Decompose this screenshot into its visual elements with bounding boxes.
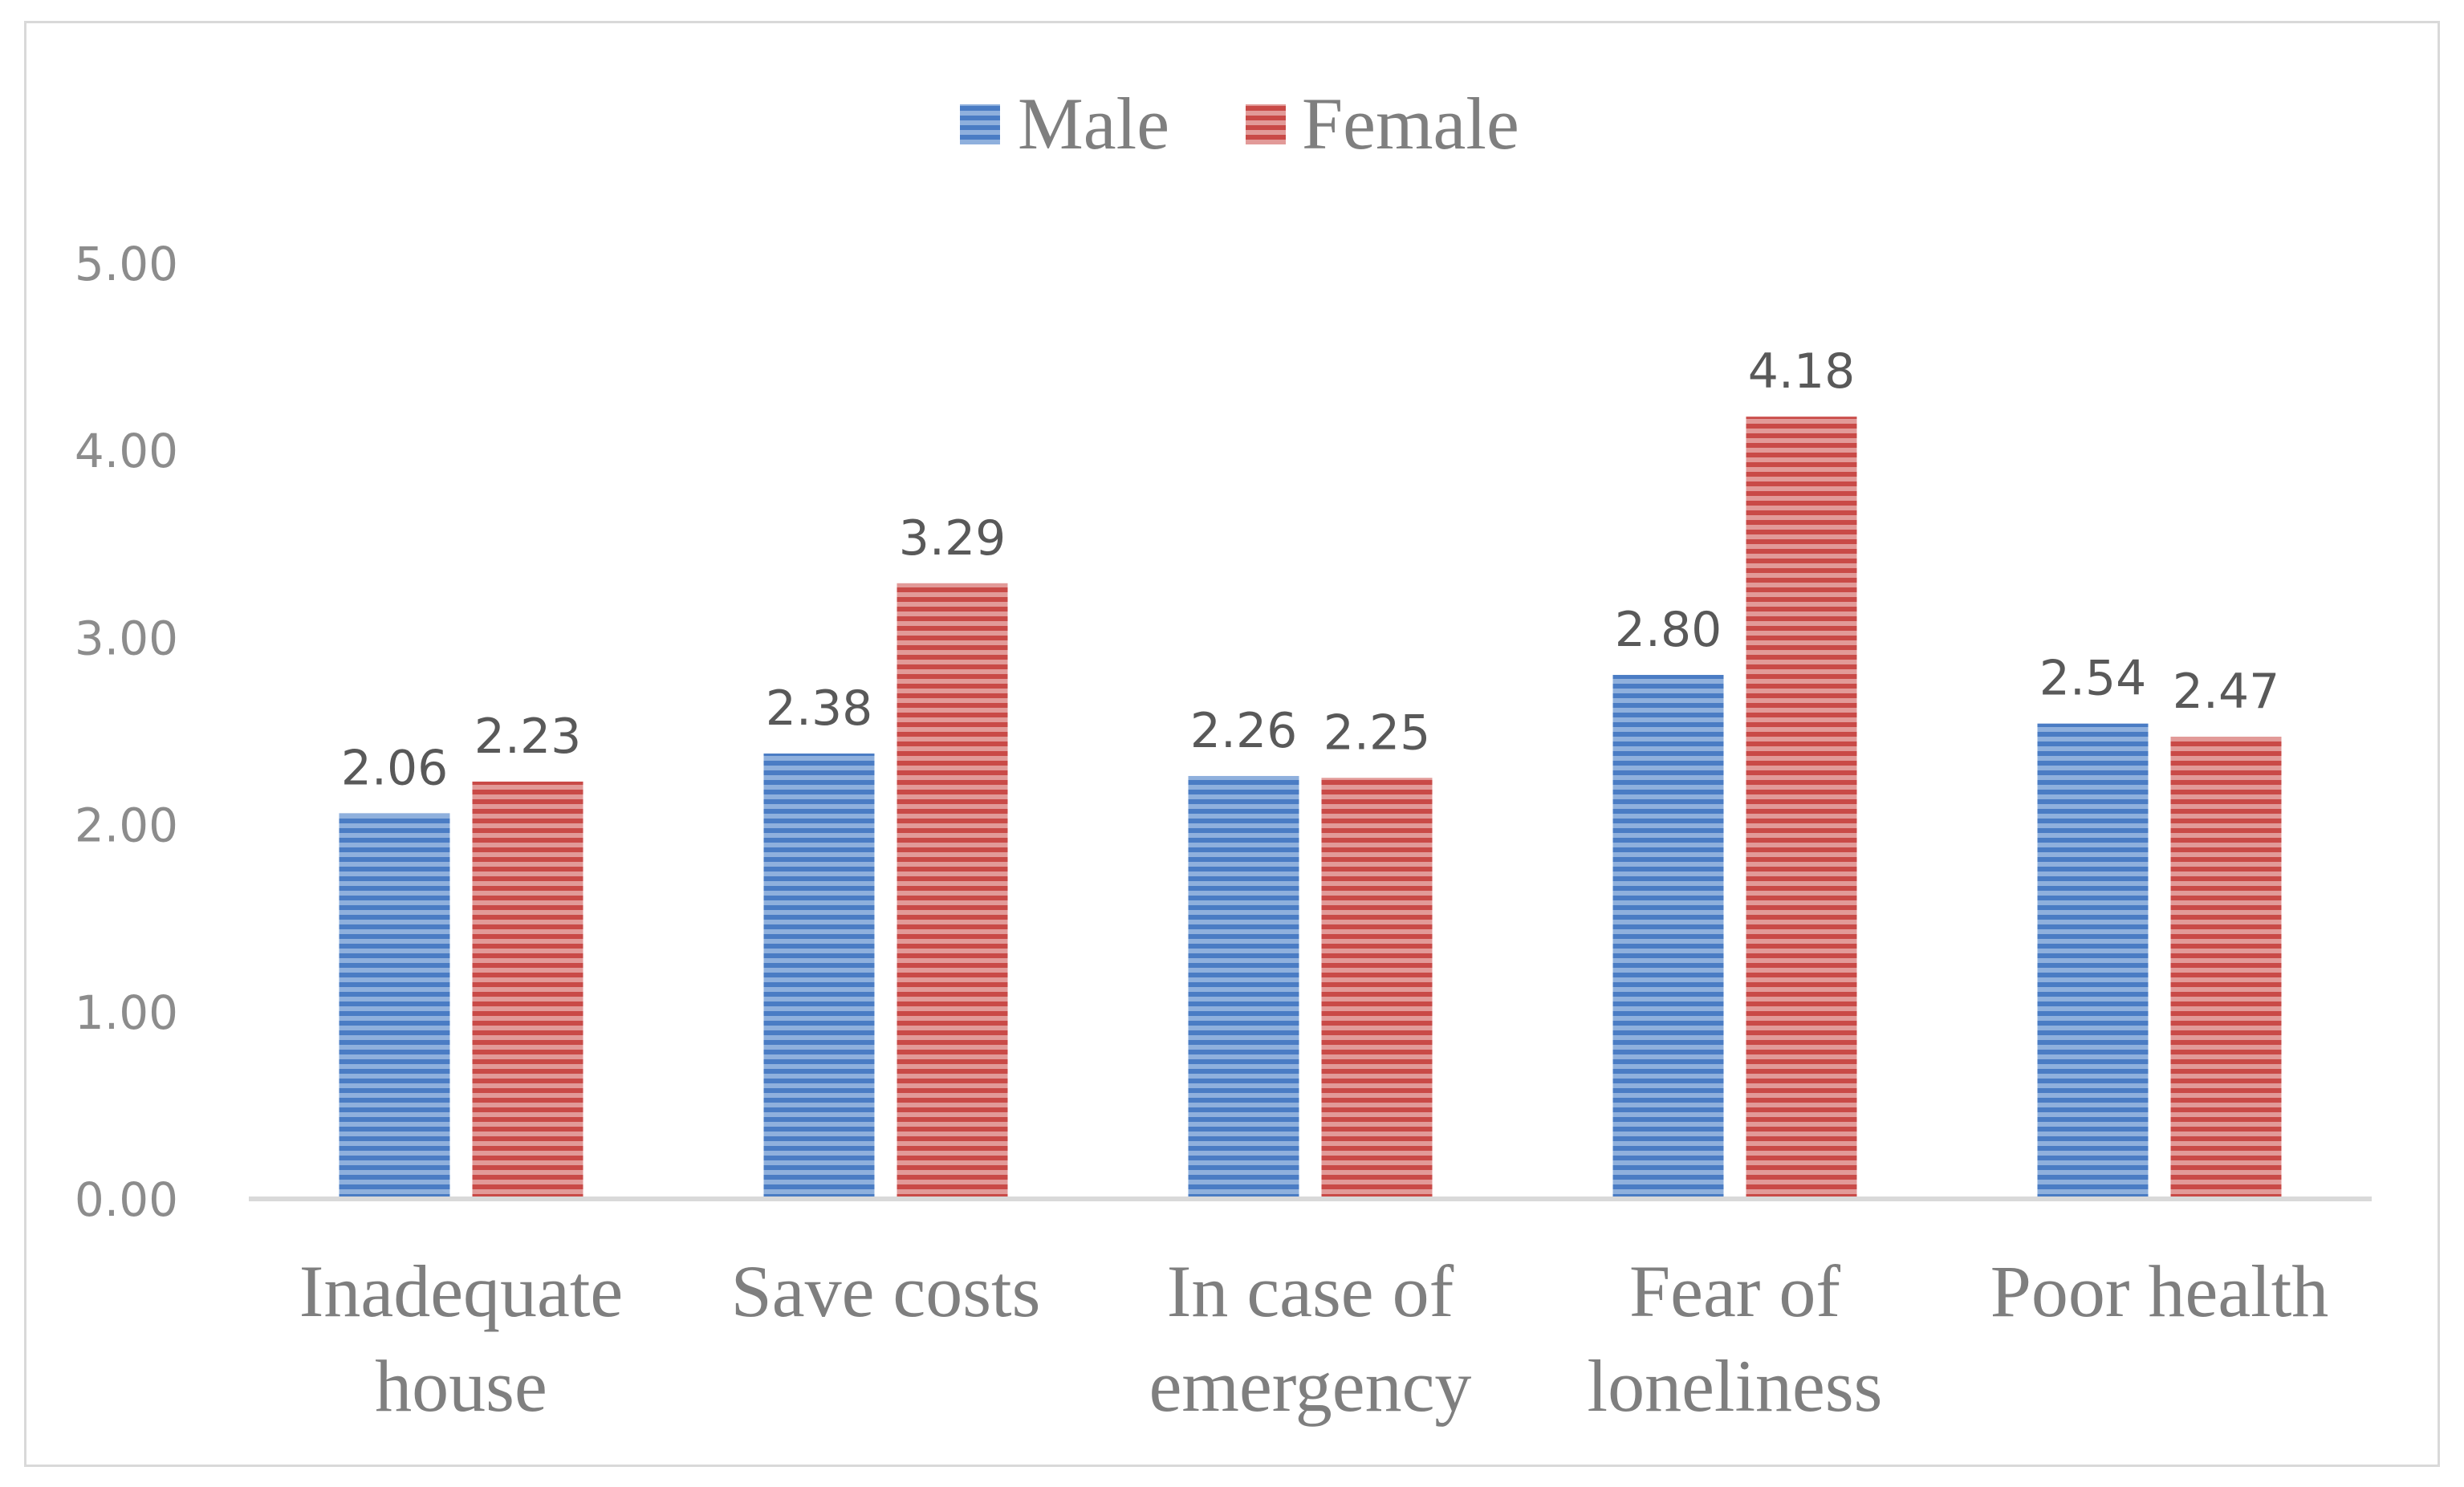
y-tick-label: 1.00 (75, 985, 178, 1040)
y-tick-label: 5.00 (75, 237, 178, 291)
category-label: emergency (1149, 1345, 1472, 1427)
chart-frame (24, 21, 2440, 1467)
data-label-female: 2.25 (1323, 705, 1431, 761)
bar-female (1321, 778, 1433, 1199)
bar-female (1746, 416, 1857, 1199)
bar-female (2170, 736, 2282, 1199)
category-label: house (375, 1345, 547, 1427)
category-label: Poor health (1990, 1250, 2329, 1332)
y-tick-label: 0.00 (75, 1172, 178, 1227)
data-label-female: 2.23 (474, 709, 582, 765)
bar-male (1188, 775, 1299, 1199)
data-label-male: 2.38 (766, 681, 873, 737)
y-tick-label: 2.00 (75, 798, 178, 853)
bars (339, 416, 2282, 1199)
y-tick-label: 4.00 (75, 424, 178, 478)
y-axis-tick-labels: 0.00 1.00 2.00 3.00 4.00 5.00 (75, 237, 178, 1227)
category-label: Fear of (1629, 1250, 1840, 1332)
data-label-male: 2.54 (2039, 651, 2147, 707)
legend-swatch-male (960, 104, 1000, 144)
category-label: loneliness (1588, 1345, 1883, 1427)
legend-swatch-female (1246, 104, 1286, 144)
bar-female (897, 583, 1008, 1199)
data-label-female: 4.18 (1748, 343, 1856, 400)
category-label: In case of (1167, 1250, 1454, 1332)
data-label-male: 2.06 (341, 741, 449, 797)
legend: Male Female (960, 83, 1519, 165)
data-labels: 2.06 2.23 2.38 3.29 2.26 2.25 2.80 4.18 2.54 2.47 (341, 343, 2280, 796)
category-label: Inadequate (299, 1250, 624, 1332)
bar-male (339, 813, 450, 1199)
legend-label-male: Male (1018, 83, 1169, 165)
y-tick-label: 3.00 (75, 611, 178, 665)
category-labels: Inadequate house Save costs In case of emerg… (299, 1250, 2329, 1427)
data-label-female: 3.29 (899, 510, 1006, 567)
bar-male (1612, 675, 1724, 1199)
data-label-male: 2.80 (1615, 602, 1722, 658)
legend-label-female: Female (1302, 83, 1519, 165)
data-label-female: 2.47 (2173, 664, 2280, 720)
bar-male (763, 753, 875, 1199)
bar-female (472, 781, 583, 1199)
category-label: Save costs (731, 1250, 1041, 1332)
data-label-male: 2.26 (1190, 703, 1298, 759)
bar-male (2037, 723, 2149, 1199)
